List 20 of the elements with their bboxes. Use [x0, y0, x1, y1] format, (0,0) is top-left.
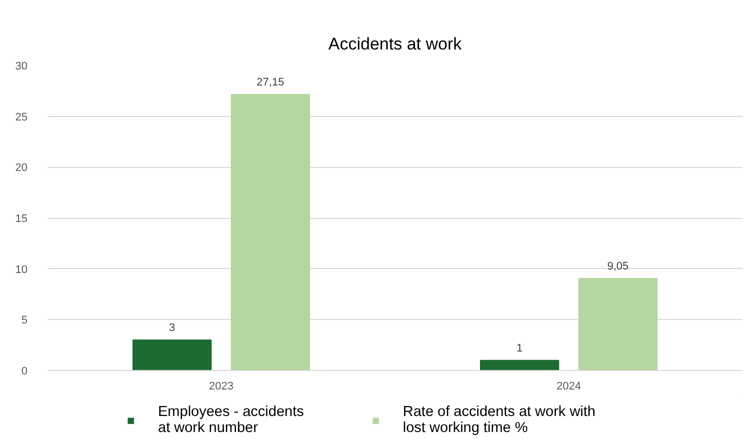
bar — [132, 340, 212, 370]
x-tick-label: 2024 — [556, 380, 581, 392]
bar — [230, 94, 310, 370]
legend-label: Employees - accidents at work number — [158, 404, 304, 436]
chart-title: Accidents at work — [328, 34, 462, 54]
data-label: 27,15 — [256, 76, 284, 88]
y-tick-label: 0 — [21, 366, 28, 378]
data-label: 3 — [169, 322, 176, 334]
data-label: 9,05 — [607, 260, 629, 272]
legend-label: Rate of accidents at work with lost working time % — [402, 404, 596, 436]
y-tick-label: 5 — [21, 314, 28, 327]
y-tick-label: 15 — [15, 213, 28, 225]
bar — [480, 360, 560, 370]
y-tick-label: 25 — [15, 111, 28, 124]
data-label: 1 — [516, 342, 523, 354]
bar — [578, 278, 658, 370]
y-tick-label: 10 — [15, 264, 28, 276]
y-tick-label: 30 — [15, 60, 28, 72]
x-tick-label: 2023 — [209, 380, 234, 392]
y-tick-label: 20 — [15, 162, 28, 174]
